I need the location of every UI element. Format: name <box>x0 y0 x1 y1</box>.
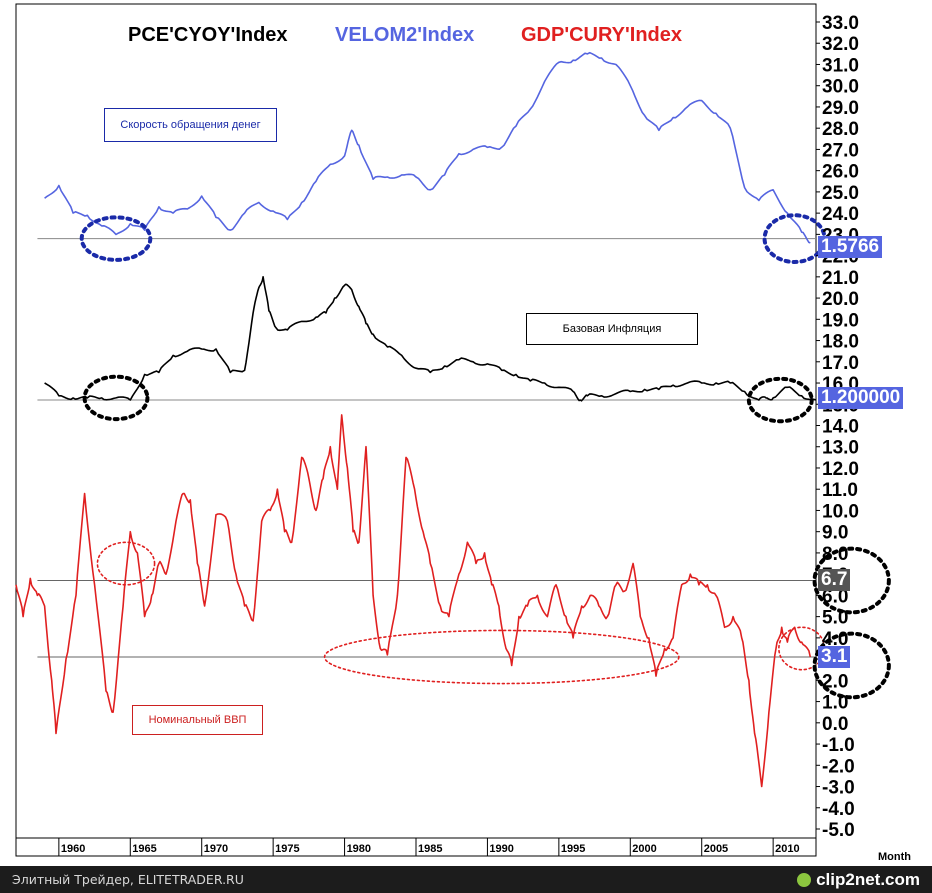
y-tick-label: -2.0 <box>822 756 855 777</box>
footer-caption: Элитный Трейдер, ELITETRADER.RU <box>12 872 244 887</box>
y-tick-label: 0.0 <box>822 714 848 735</box>
y-tick-label: 29.0 <box>822 98 859 119</box>
core-inflation-note: Базовая Инфляция <box>526 313 698 345</box>
gdp-1965-circle <box>96 541 156 586</box>
logo-text: clip2net.com <box>816 869 920 889</box>
y-tick-label: 21.0 <box>822 268 859 289</box>
legend-item-gdp: GDP'CURY'Index <box>521 24 683 46</box>
gdp-low-value-tag: 3.1 <box>818 646 851 668</box>
x-tick-label: 2000 <box>632 843 656 855</box>
y-tick-label: 8.0 <box>822 544 848 565</box>
y-tick-label: -3.0 <box>822 778 855 799</box>
y-tick-label: 18.0 <box>822 332 859 353</box>
reference-lines <box>37 238 816 658</box>
core-inflation-1964-circle <box>82 374 150 422</box>
x-axis-label: Month <box>878 851 911 863</box>
core-inflation-last-value-tag: 1.200000 <box>818 387 904 409</box>
velocity-last-value-tag: 1.5766 <box>818 236 883 258</box>
footer-bar: Элитный Трейдер, ELITETRADER.RU clip2net… <box>0 866 932 893</box>
y-tick-label: 17.0 <box>822 353 859 374</box>
nominal-gdp-note: Номинальный ВВП <box>132 705 263 735</box>
y-tick-label: 32.0 <box>822 34 859 55</box>
series-layer <box>15 51 817 788</box>
y-tick-label: 31.0 <box>822 55 859 76</box>
y-tick-label: 6.0 <box>822 586 848 607</box>
y-tick-label: 24.0 <box>822 204 859 225</box>
y-tick-label: 19.0 <box>822 310 859 331</box>
x-axis: 1960 1965 1970 1975 1980 1985 1990 1995 2000 2005… <box>16 837 911 863</box>
series-line-1 <box>44 51 811 244</box>
y-tick-label: 11.0 <box>822 480 858 501</box>
series-line-2 <box>15 414 812 788</box>
x-tick-label: 1960 <box>61 843 85 855</box>
y-tick-label: 33.0 <box>822 13 859 34</box>
y-tick-label: 13.0 <box>822 438 859 459</box>
y-tick-label: 27.0 <box>822 140 859 161</box>
y-tick-label: -1.0 <box>822 735 855 756</box>
y-tick-label: -5.0 <box>822 820 855 841</box>
x-tick-label: 1990 <box>489 843 513 855</box>
y-tick-label: -4.0 <box>822 799 855 820</box>
x-tick-label: 1965 <box>132 843 156 855</box>
y-tick-label: 14.0 <box>822 417 859 438</box>
y-tick-label: 30.0 <box>822 77 859 98</box>
velocity-note: Скорость обращения денег <box>104 108 277 142</box>
y-axis: 33.032.031.030.029.028.027.026.025.024.0… <box>816 13 859 841</box>
x-tick-label: 1970 <box>204 843 228 855</box>
x-tick-label: 1985 <box>418 843 442 855</box>
legend-item-velocity: VELOM2'Index <box>335 24 475 46</box>
legend-item-pce: PCE'CYOY'Index <box>128 24 288 46</box>
y-tick-label: 12.0 <box>822 459 859 480</box>
core-inflation-2011-circle <box>746 376 814 424</box>
y-tick-label: 28.0 <box>822 119 859 140</box>
x-tick-label: 1975 <box>275 843 299 855</box>
y-tick-label: 25.0 <box>822 183 859 204</box>
x-tick-label: 1995 <box>561 843 585 855</box>
velocity-1964-circle <box>79 215 153 262</box>
label-3.1-circle <box>812 631 891 700</box>
y-tick-label: 5.0 <box>822 608 848 629</box>
y-tick-label: 20.0 <box>822 289 859 310</box>
x-tick-label: 2005 <box>704 843 728 855</box>
logo-icon <box>797 872 812 887</box>
x-tick-label: 2010 <box>775 843 799 855</box>
y-tick-label: 4.0 <box>822 629 848 650</box>
gdp-high-value-tag: 6.7 <box>818 569 851 591</box>
y-tick-label: 2.0 <box>822 671 848 692</box>
series-line-0 <box>44 275 817 402</box>
x-tick-label: 1980 <box>347 843 371 855</box>
y-tick-label: 26.0 <box>822 162 859 183</box>
y-tick-label: 1.0 <box>822 693 848 714</box>
clip2net-logo: clip2net.com <box>797 870 920 890</box>
gdp-1980s-2000s-ellipse <box>323 629 680 685</box>
y-tick-label: 9.0 <box>822 523 848 544</box>
y-tick-label: 10.0 <box>822 501 859 522</box>
label-6.7-circle <box>812 546 891 615</box>
